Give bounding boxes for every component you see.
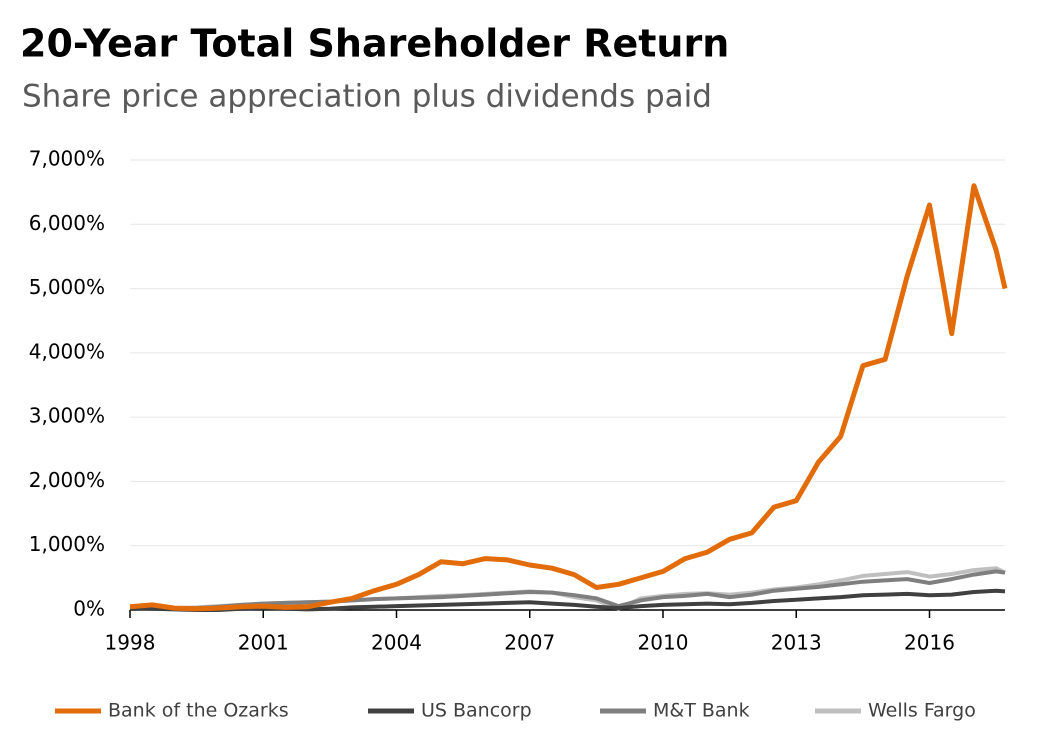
chart-title: 20-Year Total Shareholder Return <box>20 22 729 66</box>
x-tick-label: 2001 <box>238 631 289 655</box>
legend-label: Bank of the Ozarks <box>108 700 289 722</box>
y-tick-label: 0% <box>73 597 105 621</box>
y-tick-label: 3,000% <box>29 404 105 428</box>
series-line <box>129 183 1008 612</box>
y-tick-label: 1,000% <box>29 532 105 556</box>
legend-label: US Bancorp <box>421 700 532 722</box>
legend-label: M&T Bank <box>653 700 750 722</box>
legend-label: Wells Fargo <box>868 700 976 722</box>
x-tick-label: 2013 <box>771 631 822 655</box>
y-tick-label: 2,000% <box>29 468 105 492</box>
x-tick-label: 2007 <box>504 631 555 655</box>
y-tick-label: 6,000% <box>29 211 105 235</box>
y-tick-label: 7,000% <box>29 147 105 171</box>
y-tick-label: 5,000% <box>29 275 105 299</box>
series-line <box>129 569 1006 611</box>
x-tick-label: 1998 <box>105 631 156 655</box>
x-tick-label: 2010 <box>638 631 689 655</box>
y-tick-label: 4,000% <box>29 339 105 363</box>
x-tick-label: 2004 <box>371 631 422 655</box>
chart-subtitle: Share price appreciation plus dividends … <box>22 79 712 115</box>
x-tick-label: 2016 <box>904 631 955 655</box>
